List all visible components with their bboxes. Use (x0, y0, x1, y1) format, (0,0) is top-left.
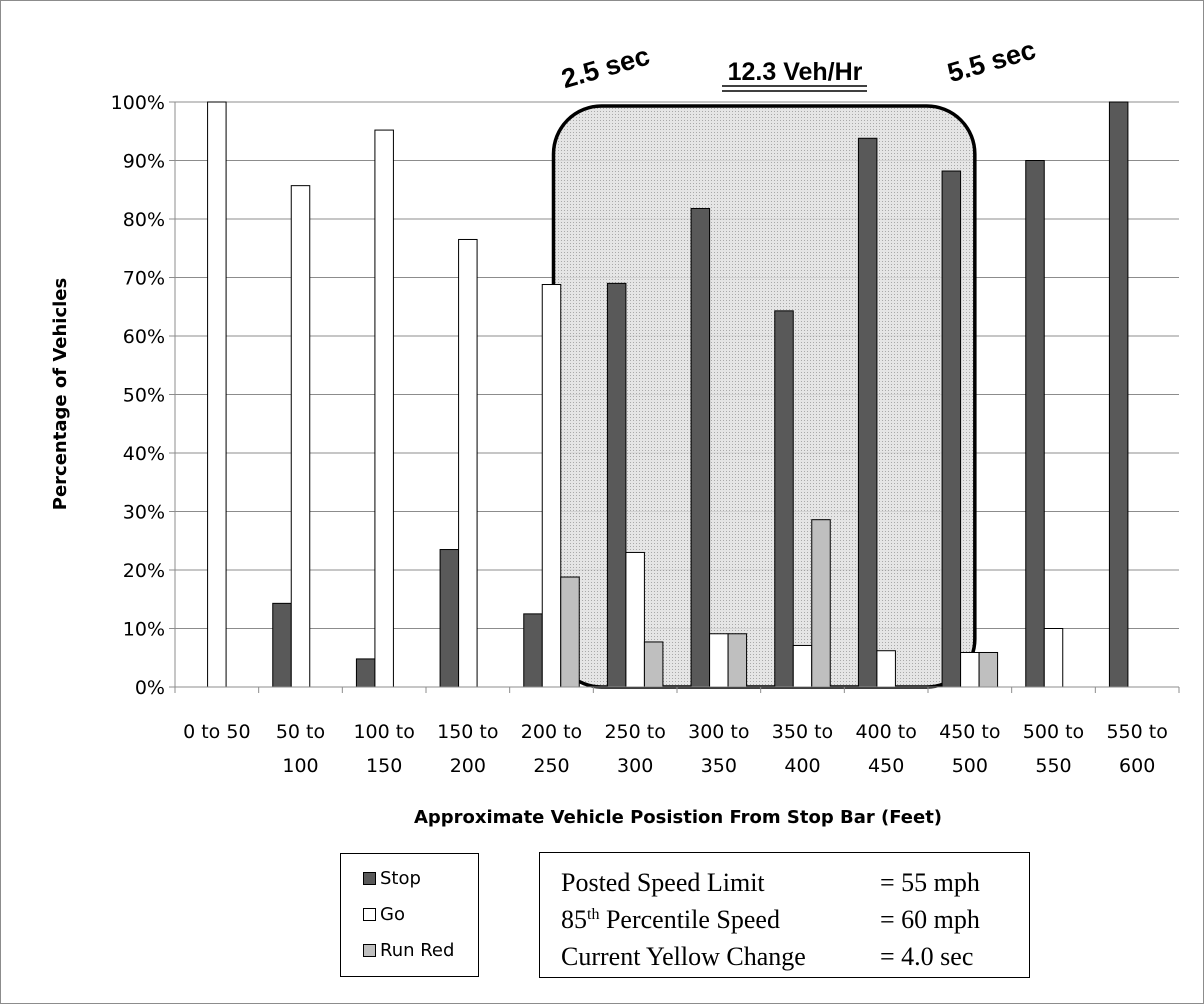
annotation-center-rate: 12.3 Veh/Hr (728, 58, 863, 86)
x-tick-label: 0 to 50 (183, 721, 250, 743)
x-tick-label: 100 to (353, 721, 414, 743)
x-tick-label: 400 (784, 755, 820, 777)
x-tick-label: 300 (617, 755, 653, 777)
bar-run-red (811, 519, 831, 688)
y-tick-label: 70% (123, 268, 165, 290)
info-label: Current Yellow Change (561, 942, 806, 971)
bar-go (207, 101, 227, 688)
y-tick-label: 90% (123, 151, 165, 173)
annotation-right-time: 5.5 sec (944, 35, 1039, 89)
bar-go (876, 650, 896, 688)
x-tick-label: 250 to (604, 721, 665, 743)
legend-item-go: Go (363, 902, 405, 926)
axes: 0% 10% 20% 30% 40% 50% 60% 70% 80% 90% 100% 0 to 50… (111, 92, 1180, 777)
bar-stop (941, 170, 962, 688)
x-tick-label: 200 to (521, 721, 582, 743)
speed-info-box: Posted Speed Limit = 55 mph 85th Percent… (539, 852, 1030, 978)
x-tick-label: 300 to (688, 721, 749, 743)
y-tick-label: 20% (123, 560, 165, 582)
bar-stop (355, 658, 376, 688)
info-label-rest: Percentile Speed (599, 905, 780, 934)
x-tick-label: 450 (868, 755, 904, 777)
bar-go (290, 185, 311, 688)
x-tick-label: 450 to (939, 721, 1000, 743)
legend-label-go: Go (380, 903, 405, 925)
info-label: 85 (561, 905, 587, 934)
bar-go (541, 284, 562, 688)
x-tick-label: 500 to (1023, 721, 1084, 743)
info-label-superscript: th (587, 906, 600, 923)
bar-stop (272, 602, 292, 688)
x-tick-label: 250 (533, 755, 569, 777)
legend-item-stop: Stop (363, 866, 421, 890)
bar-run-red (978, 651, 999, 688)
x-tick-label: 550 (1035, 755, 1071, 777)
bar-stop (857, 137, 878, 688)
bar-go (374, 129, 394, 688)
x-tick-label: 150 (366, 755, 402, 777)
y-tick-label: 10% (123, 619, 165, 641)
info-line-yellow-change: Current Yellow Change = 4.0 sec (561, 942, 973, 972)
info-value: = 4.0 sec (880, 942, 974, 971)
bar-stop (690, 207, 711, 688)
legend-swatch-stop (363, 871, 376, 885)
bars (207, 101, 1129, 688)
y-tick-label: 80% (123, 209, 165, 231)
x-tick-label: 100 (282, 755, 318, 777)
info-value: = 55 mph (880, 868, 980, 897)
legend-label-stop: Stop (380, 867, 421, 889)
bar-stop (606, 282, 627, 688)
bar-run-red (560, 576, 580, 688)
bar-stop (1025, 160, 1045, 688)
annotation-left-time: 2.5 sec (558, 41, 653, 95)
x-tick-label: 550 to (1106, 721, 1167, 743)
info-value: = 60 mph (880, 905, 980, 934)
bar-run-red (727, 633, 748, 688)
y-tick-label: 50% (123, 385, 165, 407)
x-tick-label: 200 (450, 755, 486, 777)
y-tick-label: 0% (135, 677, 165, 699)
bar-stop (1108, 101, 1129, 688)
bar-go (792, 644, 813, 688)
bar-go (709, 633, 729, 688)
legend: Stop Go Run Red (340, 853, 479, 977)
x-tick-label: 500 (952, 755, 988, 777)
bar-run-red (643, 641, 664, 688)
bar-go (960, 651, 980, 688)
legend-item-run-red: Run Red (363, 938, 454, 962)
bar-stop (774, 310, 794, 688)
bar-go (458, 238, 478, 688)
bar-go (625, 551, 645, 688)
x-tick-label: 150 to (437, 721, 498, 743)
bar-stop (523, 613, 543, 688)
legend-swatch-go (363, 907, 376, 921)
x-tick-label: 600 (1119, 755, 1155, 777)
y-tick-label: 60% (123, 326, 165, 348)
info-line-posted-speed: Posted Speed Limit = 55 mph (561, 868, 980, 898)
legend-label-run-red: Run Red (380, 939, 455, 961)
y-tick-label: 30% (123, 502, 165, 524)
legend-swatch-run-red (363, 943, 376, 957)
y-tick-label: 100% (111, 92, 165, 114)
y-axis-title: Percentage of Vehicles (50, 278, 71, 510)
x-tick-label: 350 to (772, 721, 833, 743)
y-tick-label: 40% (123, 443, 165, 465)
bar-go (1043, 628, 1064, 688)
x-tick-label: 350 (701, 755, 737, 777)
info-line-85th-speed: 85th Percentile Speed = 60 mph (561, 905, 980, 935)
x-tick-label: 400 to (855, 721, 916, 743)
x-axis-title: Approximate Vehicle Posistion From Stop … (414, 807, 942, 828)
info-label: Posted Speed Limit (561, 868, 765, 897)
x-tick-label: 50 to (276, 721, 325, 743)
bar-stop (439, 549, 460, 688)
